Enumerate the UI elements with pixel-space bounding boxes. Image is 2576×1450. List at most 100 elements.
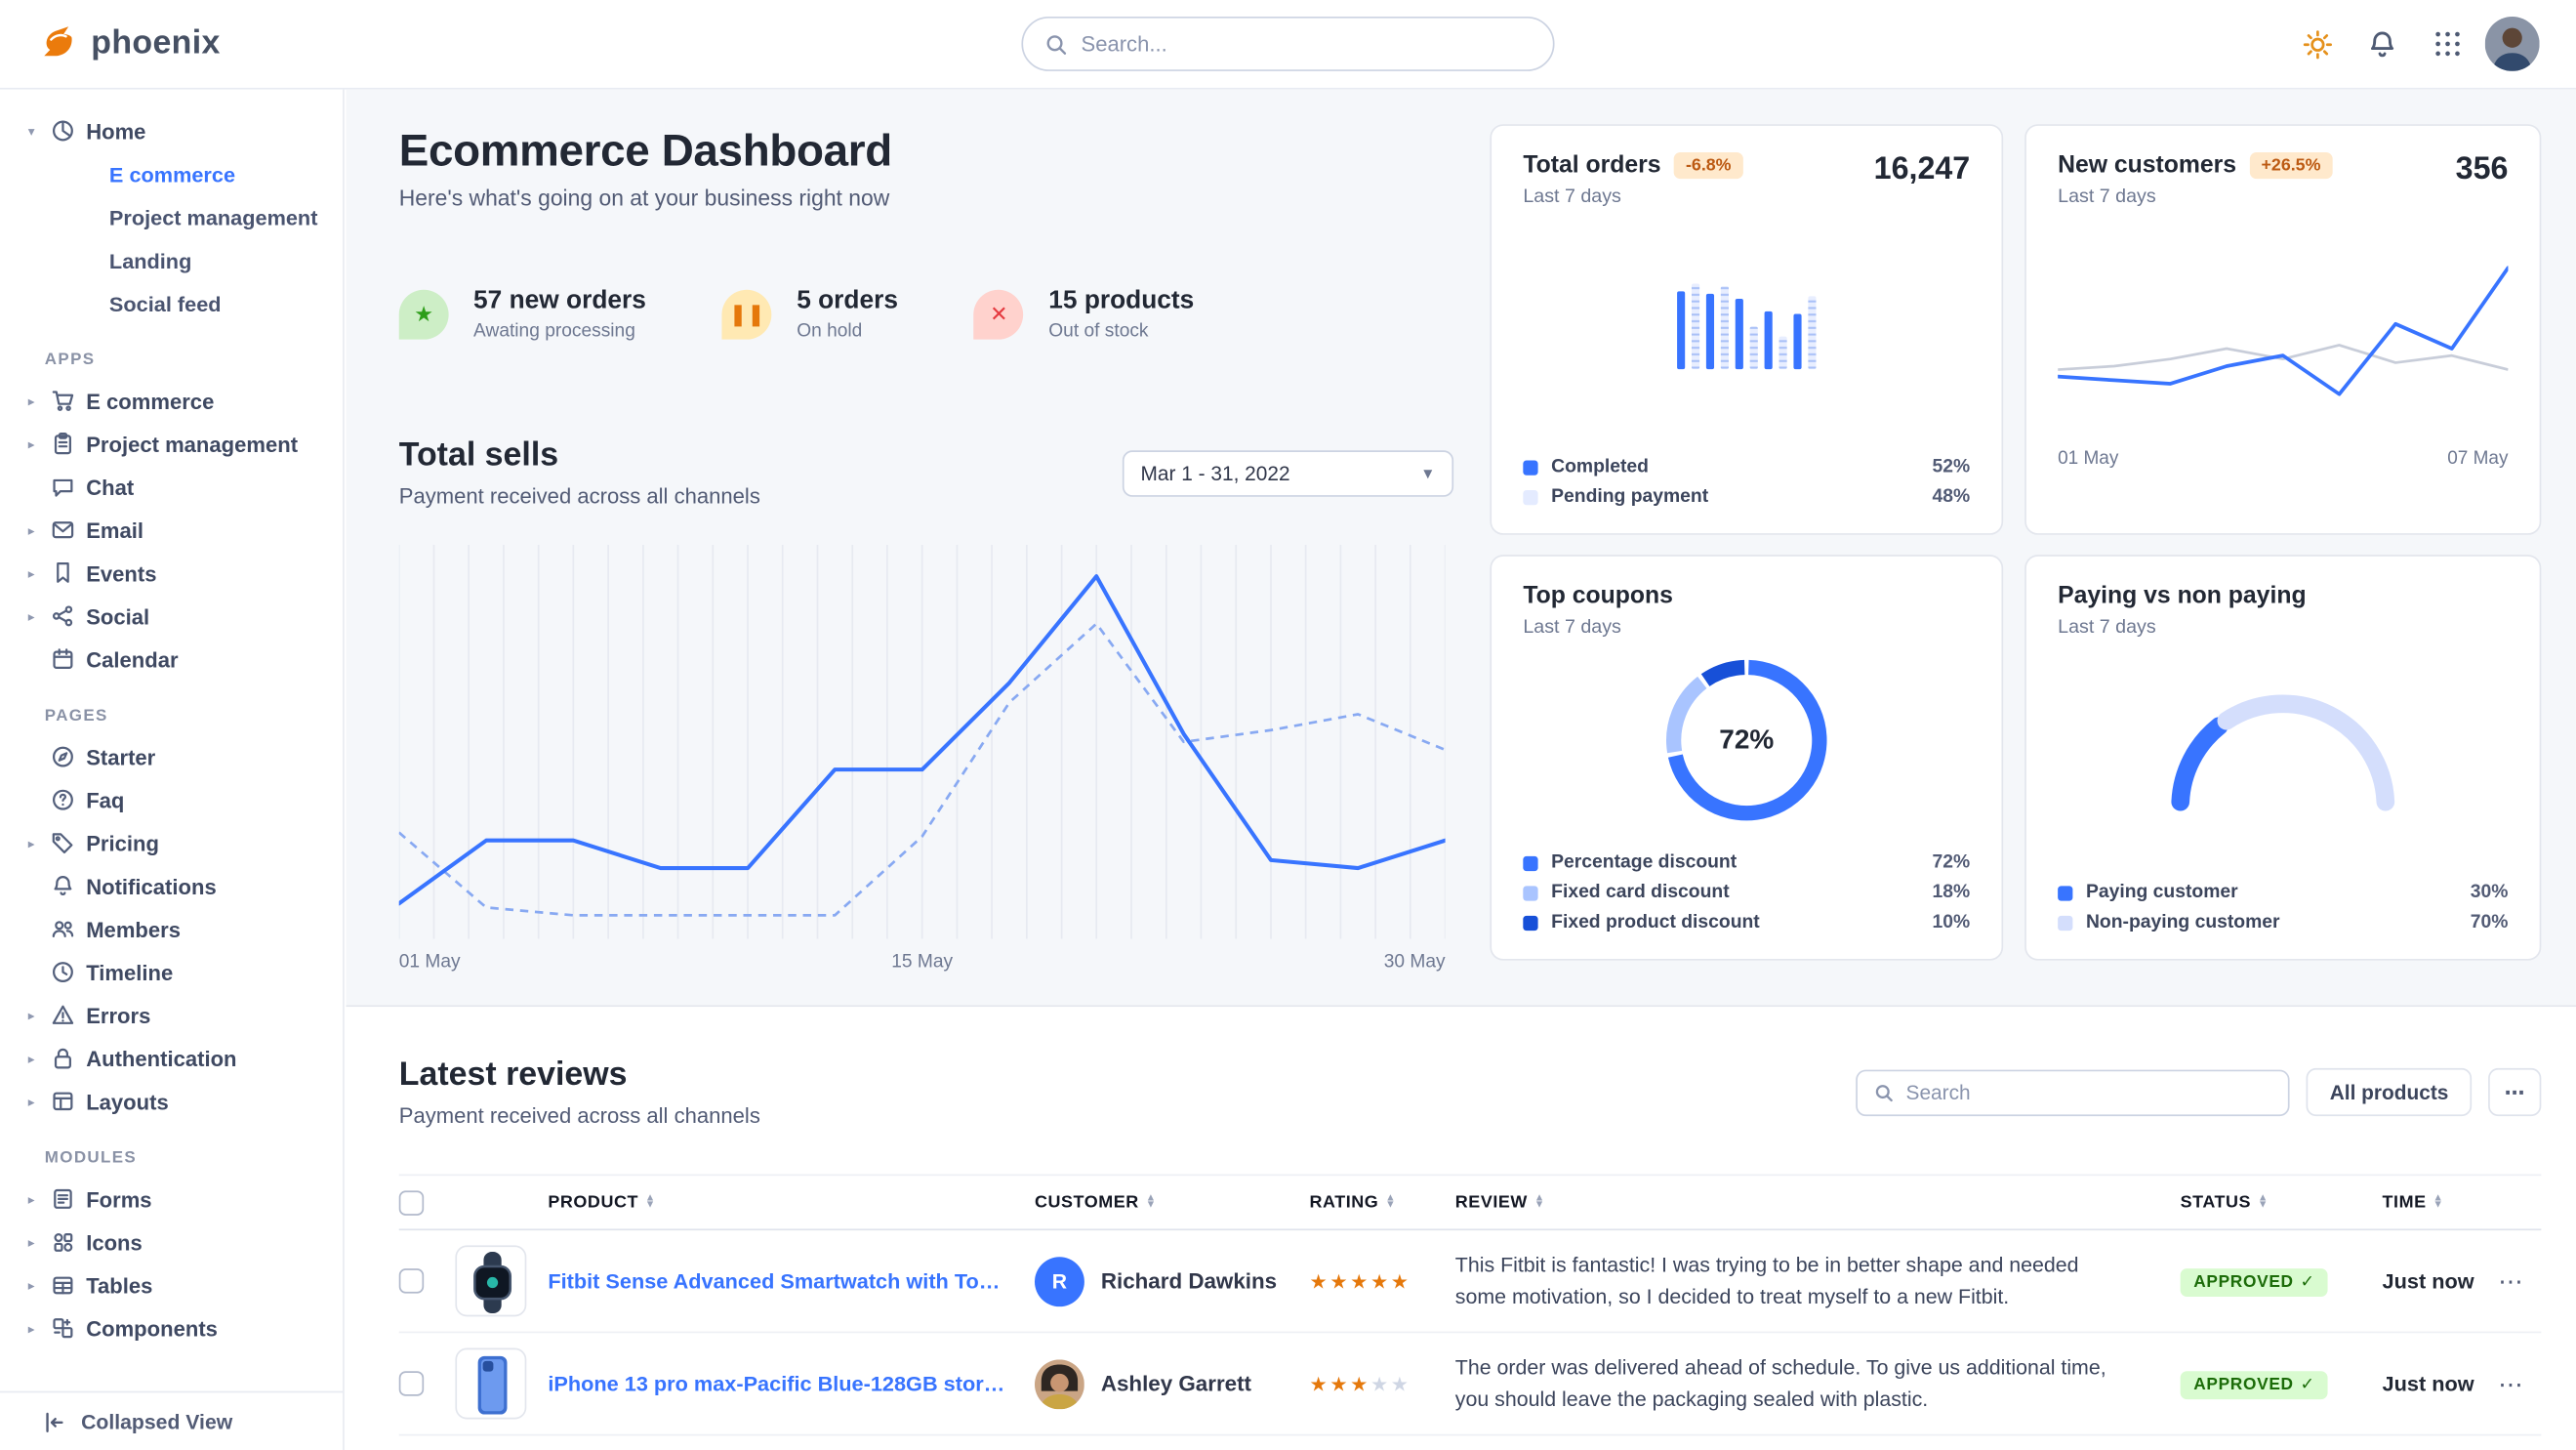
sidebar-item-starter[interactable]: ▸ Starter	[0, 735, 343, 778]
product-thumbnail[interactable]	[455, 1347, 527, 1420]
row-checkbox[interactable]	[398, 1371, 425, 1396]
total-sells-title: Total sells	[398, 436, 559, 475]
total-sells-chart	[398, 544, 1446, 939]
row-checkbox[interactable]	[398, 1268, 425, 1294]
sidebar-item-landing[interactable]: Landing	[0, 238, 343, 281]
share-icon	[52, 605, 73, 627]
sidebar-item-label: Events	[86, 560, 157, 586]
sidebar-item-faq[interactable]: ▸ Faq	[0, 778, 343, 821]
reviews-controls: All products ⋯	[1856, 1067, 2542, 1117]
sidebar-item-ecommerce[interactable]: ▸ E commerce	[0, 379, 343, 422]
sidebar-item-label: Tables	[86, 1272, 153, 1298]
total-orders-chart-svg	[1677, 283, 1817, 370]
all-products-filter-button[interactable]: All products	[2306, 1067, 2473, 1117]
top-coupons-chart: 72%	[1660, 654, 1832, 826]
sort-icon: ▲ ▼	[1145, 1192, 1157, 1211]
select-all-checkbox[interactable]	[398, 1189, 425, 1216]
sidebar-item-timeline[interactable]: ▸ Timeline	[0, 951, 343, 994]
sidebar-item-label: Forms	[86, 1186, 152, 1212]
column-header-product[interactable]: PRODUCT ▲ ▼	[548, 1192, 656, 1213]
clock-icon	[52, 962, 73, 983]
lock-icon	[54, 1048, 71, 1069]
sidebar-item-components[interactable]: ▸ Components	[0, 1306, 343, 1349]
users-icon	[52, 921, 74, 937]
table-row: Fitbit Sense Advanced Smartwatch with To…	[398, 1230, 2542, 1334]
customer-avatar[interactable]	[1035, 1358, 1084, 1409]
stat-caption: Awating processing	[473, 321, 635, 342]
sidebar-item-members[interactable]: ▸ Members	[0, 907, 343, 950]
reviews-more-button[interactable]: ⋯	[2488, 1067, 2542, 1117]
theme-toggle-button[interactable]	[2291, 18, 2344, 70]
card-period: Last 7 days	[1523, 615, 1621, 638]
sidebar-item-tables[interactable]: ▸ Tables	[0, 1264, 343, 1306]
form-icon	[54, 1188, 72, 1209]
column-header-time[interactable]: TIME ▲ ▼	[2382, 1192, 2444, 1213]
sidebar-item-errors[interactable]: ▸ Errors	[0, 994, 343, 1037]
sidebar-item-authentication[interactable]: ▸ Authentication	[0, 1037, 343, 1080]
time-cell: Just now	[2382, 1268, 2474, 1294]
product-link[interactable]: Fitbit Sense Advanced Smartwatch with To…	[548, 1268, 1035, 1294]
customer-avatar[interactable]: R	[1035, 1256, 1084, 1306]
sidebar-item-label: Project management	[86, 431, 299, 457]
star-icon: ★	[1350, 1372, 1370, 1395]
legend-label: Pending payment	[1551, 486, 1709, 507]
column-header-status[interactable]: STATUS ▲ ▼	[2180, 1192, 2269, 1213]
sidebar-item-label: Chat	[86, 474, 135, 500]
product-link[interactable]: iPhone 13 pro max-Pacific Blue-128GB sto…	[548, 1371, 1021, 1396]
total-orders-legend: Completed 52% Pending payment 48%	[1523, 447, 1970, 507]
sidebar-item-home[interactable]: ▾ Home	[0, 109, 343, 152]
column-header-customer[interactable]: CUSTOMER ▲ ▼	[1035, 1192, 1157, 1213]
reviews-search-input[interactable]	[1905, 1080, 2272, 1104]
envelope-icon	[52, 521, 74, 539]
sidebar-item-label: Layouts	[86, 1089, 169, 1114]
sidebar-item-social-feed[interactable]: Social feed	[0, 281, 343, 324]
date-range-select[interactable]: Mar 1 - 31, 2022 ▼	[1122, 449, 1454, 496]
column-header-rating[interactable]: RATING ▲ ▼	[1309, 1192, 1397, 1213]
customer-photo	[1035, 1358, 1084, 1409]
caret-right-icon: ▸	[27, 835, 35, 850]
row-menu-button[interactable]: ⋯	[2498, 1267, 2525, 1297]
dashboard-cards: Total orders -6.8% Last 7 days 16,247 Co…	[1490, 124, 2542, 1005]
sidebar-item-project-management[interactable]: ▸ Project management	[0, 422, 343, 465]
notifications-button[interactable]	[2355, 18, 2408, 70]
sidebar-item-ecommerce-child[interactable]: E commerce	[0, 152, 343, 195]
sidebar-item-forms[interactable]: ▸ Forms	[0, 1178, 343, 1221]
collapse-sidebar-button[interactable]: Collapsed View	[0, 1390, 344, 1450]
row-menu-button[interactable]: ⋯	[2498, 1370, 2525, 1399]
sidebar-item-label: Timeline	[86, 959, 174, 985]
stat-orders-on-hold: ❚❚ 5 orders On hold	[721, 286, 898, 341]
sidebar-item-calendar[interactable]: ▸ Calendar	[0, 638, 343, 681]
sidebar-item-icons[interactable]: ▸ Icons	[0, 1221, 343, 1264]
paying-gauge-chart-svg	[2171, 694, 2395, 811]
total-orders-card: Total orders -6.8% Last 7 days 16,247 Co…	[1490, 124, 2004, 535]
table-header: PRODUCT ▲ ▼ CUSTOMER ▲ ▼ RATING ▲ ▼ REVIEW ▲ ▼ S…	[398, 1174, 2542, 1231]
total-sells-header: Total sells Payment received across all …	[398, 436, 1454, 509]
user-avatar[interactable]	[2484, 16, 2540, 71]
sidebar-item-pricing[interactable]: ▸ Pricing	[0, 821, 343, 864]
reviews-search	[1856, 1068, 2291, 1116]
sidebar-item-events[interactable]: ▸ Events	[0, 552, 343, 595]
sidebar-item-email[interactable]: ▸ Email	[0, 509, 343, 552]
total-orders-value: 16,247	[1873, 152, 1971, 187]
caret-right-icon: ▸	[27, 1191, 35, 1207]
sidebar-item-label: Calendar	[86, 646, 179, 672]
new-customers-value: 356	[2455, 152, 2509, 187]
sidebar-item-project-management-child[interactable]: Project management	[0, 195, 343, 238]
brand-logo[interactable]: phoenix	[36, 23, 344, 64]
apps-grid-button[interactable]	[2421, 18, 2474, 70]
sidebar-item-layouts[interactable]: ▸ Layouts	[0, 1080, 343, 1123]
sidebar-item-notifications[interactable]: ▸ Notifications	[0, 864, 343, 907]
star-icon: ★	[1390, 1268, 1411, 1293]
global-search-input[interactable]	[1081, 31, 1532, 57]
product-thumbnail[interactable]	[455, 1245, 527, 1317]
star-icon: ★	[1390, 1372, 1411, 1395]
sidebar-item-label: Errors	[86, 1002, 151, 1028]
column-header-review[interactable]: REVIEW ▲ ▼	[1454, 1192, 1545, 1213]
total-orders-chart	[1677, 240, 1817, 370]
sidebar-item-social[interactable]: ▸ Social	[0, 595, 343, 638]
sidebar-item-chat[interactable]: ▸ Chat	[0, 466, 343, 509]
table-icon	[53, 1276, 73, 1295]
star-icon: ★	[1350, 1268, 1370, 1293]
top-coupons-chart-svg	[1666, 659, 1827, 821]
